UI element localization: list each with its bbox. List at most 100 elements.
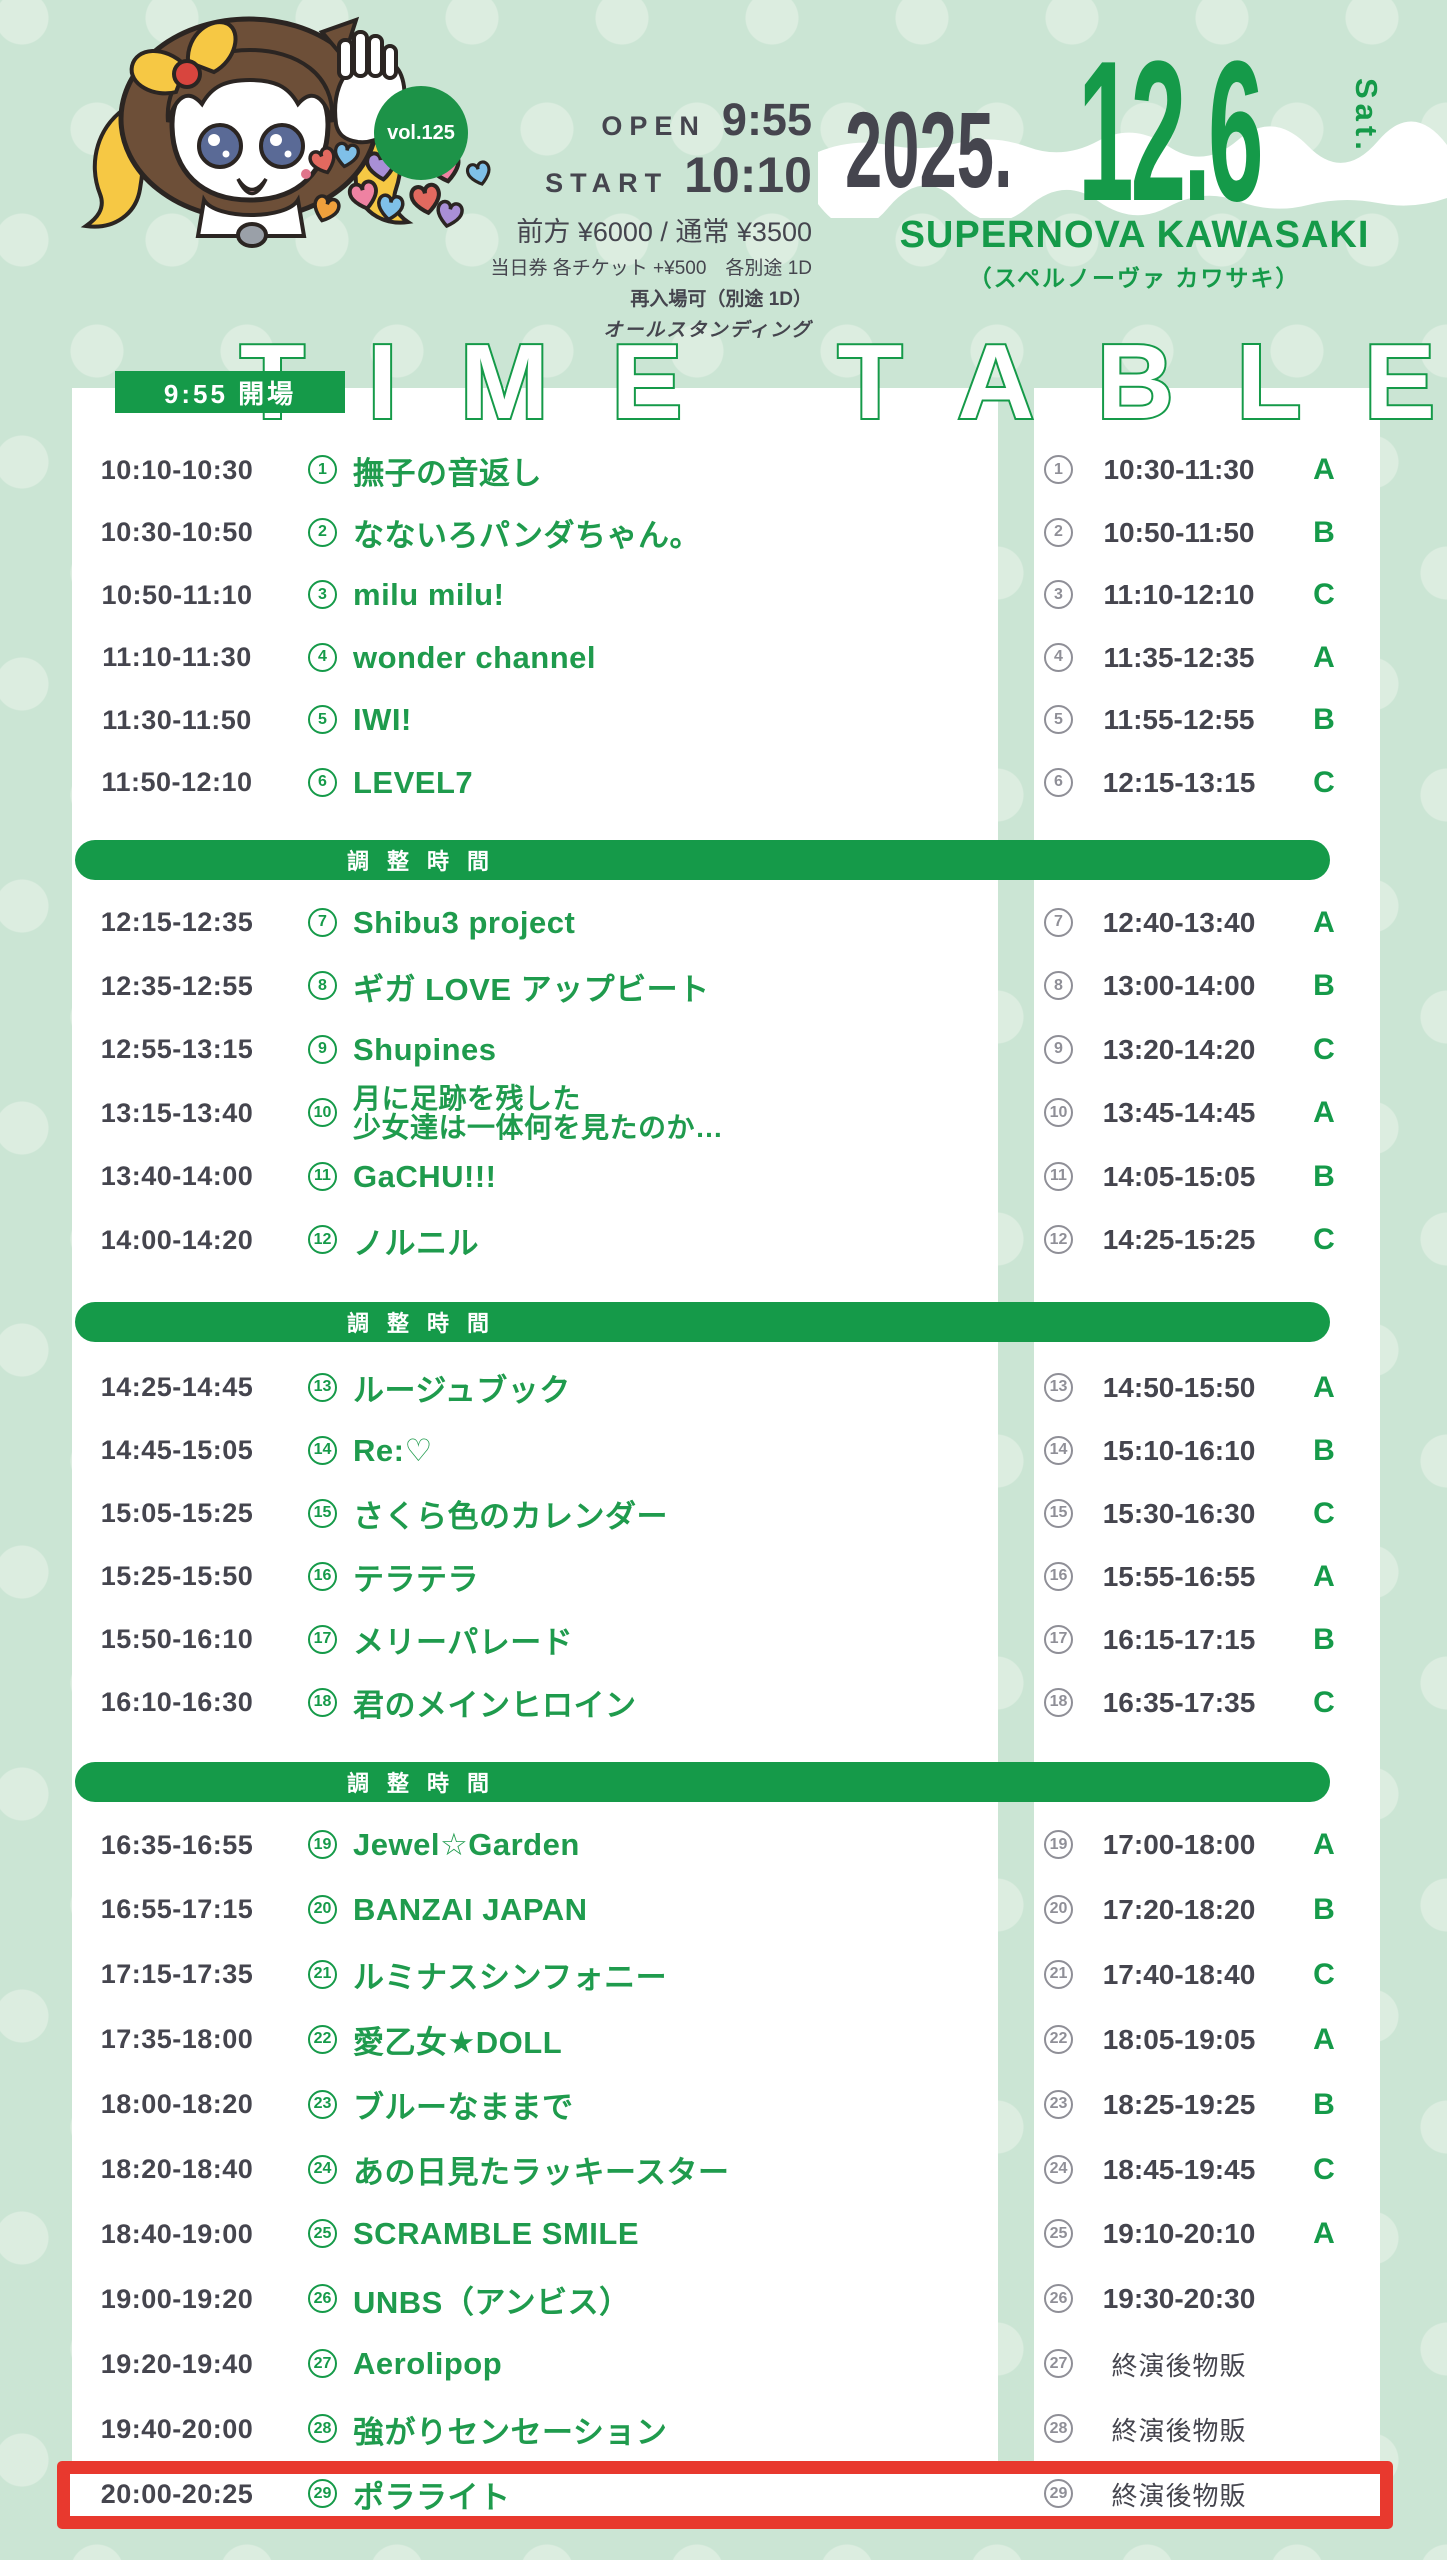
timetable-row: 12:35-12:55 8 ギガ LOVE アップビート xyxy=(72,954,998,1018)
act-number-badge: 13 xyxy=(308,1372,337,1402)
timetable-row: 15:25-15:50 16 テラテラ xyxy=(72,1545,998,1609)
act-name: wonder channel xyxy=(353,639,596,675)
timetable-row: 14:45-15:05 14 Re:♡ xyxy=(72,1419,998,1483)
timetable-row: 10:50-11:10 3 milu milu! xyxy=(72,563,998,627)
act-number-badge: 3 xyxy=(308,580,337,609)
sales-row: 19 17:00-18:00 A xyxy=(1034,1813,1380,1877)
act-name: BANZAI JAPAN xyxy=(353,1891,588,1927)
sales-number-badge: 5 xyxy=(1044,705,1073,734)
sales-time: 11:55-12:55 xyxy=(1103,704,1255,735)
timetable-row: 17:15-17:35 21 ルミナスシンフォニー xyxy=(72,1943,998,2007)
venue-block: SUPERNOVA KAWASAKI （スペルノーヴァ カワサキ） xyxy=(822,214,1447,293)
act-name: UNBS（アンビス） xyxy=(353,2284,631,2320)
act-time: 17:15-17:35 xyxy=(100,1959,254,1990)
timetable-row: 11:30-11:50 5 IWI! xyxy=(72,688,998,752)
act-number-badge: 22 xyxy=(308,2024,337,2054)
timetable-row: 19:40-20:00 28 強がりセンセーション xyxy=(72,2397,998,2461)
sales-number-badge: 8 xyxy=(1044,971,1073,1000)
act-name: Aerolipop xyxy=(353,2346,503,2382)
act-number-badge: 26 xyxy=(308,2284,337,2314)
sales-number-badge: 23 xyxy=(1044,2089,1073,2119)
act-number-badge: 24 xyxy=(308,2154,337,2184)
sales-number-badge: 14 xyxy=(1044,1435,1073,1465)
sales-group: B xyxy=(1313,703,1335,736)
standing-note: オールスタンディング xyxy=(603,320,812,341)
timetable-row: 19:20-19:40 27 Aerolipop xyxy=(72,2332,998,2396)
sales-row: 10 13:45-14:45 A xyxy=(1034,1081,1380,1145)
timetable-row: 15:05-15:25 15 さくら色のカレンダー xyxy=(72,1482,998,1546)
sales-number-badge: 28 xyxy=(1044,2414,1073,2444)
sales-time: 17:20-18:20 xyxy=(1102,1893,1256,1925)
timetable-panel xyxy=(72,388,998,2528)
act-time: 14:45-15:05 xyxy=(100,1435,254,1465)
act-name: メリーパレード xyxy=(353,1625,574,1660)
event-date: 12.6 xyxy=(1078,20,1264,243)
act-number-badge: 14 xyxy=(308,1435,337,1465)
act-number-badge: 11 xyxy=(308,1161,337,1191)
act-time: 15:05-15:25 xyxy=(100,1498,254,1528)
sales-group: A xyxy=(1313,905,1335,939)
sales-number-badge: 4 xyxy=(1044,642,1073,672)
sales-group: B xyxy=(1313,1892,1335,1926)
start-label: START xyxy=(545,168,669,198)
sales-row: 4 11:35-12:35 A xyxy=(1034,626,1380,690)
sales-number-badge: 17 xyxy=(1044,1624,1073,1654)
sales-number-badge: 26 xyxy=(1044,2284,1073,2314)
act-time: 20:00-20:25 xyxy=(100,2478,254,2509)
act-time: 16:55-17:15 xyxy=(100,1894,254,1925)
same-day-ticket-note: 当日券 各チケット +¥500 各別途 1D xyxy=(490,258,813,279)
sales-group xyxy=(1302,2332,1346,2396)
act-number-badge: 29 xyxy=(308,2479,337,2508)
timetable-row: 12:15-12:35 7 Shibu3 project xyxy=(72,891,998,955)
venue-kana: （スペルノーヴァ カワサキ） xyxy=(968,265,1301,291)
sales-group: A xyxy=(1313,1828,1335,1861)
sales-number-badge: 18 xyxy=(1044,1687,1073,1717)
sales-row: 22 18:05-19:05 A xyxy=(1034,2008,1380,2072)
sales-group: B xyxy=(1313,969,1335,1002)
sales-row: 20 17:20-18:20 B xyxy=(1034,1878,1380,1942)
adjustment-time-label: 調整時間 xyxy=(347,1311,508,1336)
timetable-row: 20:00-20:25 29 ポラライト xyxy=(72,2462,998,2526)
adjustment-time-label: 調整時間 xyxy=(347,1771,508,1796)
sales-number-badge: 24 xyxy=(1044,2154,1073,2184)
act-name: milu milu! xyxy=(353,577,505,612)
act-time: 18:00-18:20 xyxy=(100,2089,254,2120)
open-time: 9:55 xyxy=(721,94,812,145)
date-banner-ribbon xyxy=(818,121,1447,218)
adjustment-time-bar: 調整時間 xyxy=(75,1762,1330,1802)
act-number-badge: 18 xyxy=(308,1687,337,1717)
timetable-row: 13:40-14:00 11 GaCHU!!! xyxy=(72,1145,998,1209)
sales-group: B xyxy=(1313,1622,1335,1656)
act-number-badge: 19 xyxy=(308,1830,337,1859)
act-number-badge: 4 xyxy=(308,642,337,672)
act-time: 18:20-18:40 xyxy=(100,2154,254,2184)
sales-group xyxy=(1302,2267,1346,2331)
act-time: 12:55-13:15 xyxy=(100,1034,254,1064)
act-time: 10:30-10:50 xyxy=(100,517,254,547)
sales-row: 5 11:55-12:55 B xyxy=(1034,688,1380,752)
timetable-row: 11:50-12:10 6 LEVEL7 xyxy=(72,751,998,815)
sales-group: C xyxy=(1313,1032,1335,1066)
act-number-badge: 15 xyxy=(308,1498,337,1528)
sales-group xyxy=(1302,2462,1346,2526)
sales-panel xyxy=(1034,388,1380,2528)
sales-number-badge: 29 xyxy=(1044,2479,1073,2508)
sales-time: 13:45-14:45 xyxy=(1102,1097,1256,1128)
act-time: 15:25-15:50 xyxy=(100,1561,254,1591)
timetable-row: 14:00-14:20 12 ノルニル xyxy=(72,1208,998,1272)
sales-group: C xyxy=(1313,2152,1335,2186)
sales-number-badge: 6 xyxy=(1044,767,1073,797)
act-number-badge: 2 xyxy=(308,517,337,547)
sales-row: 15 15:30-16:30 C xyxy=(1034,1482,1380,1546)
sales-number-badge: 27 xyxy=(1044,2349,1073,2379)
sales-group: B xyxy=(1313,1433,1335,1467)
act-name: ギガ LOVE アップビート xyxy=(353,971,710,1007)
sales-time: 15:30-16:30 xyxy=(1102,1497,1256,1529)
act-time: 12:35-12:55 xyxy=(100,970,254,1001)
timetable-row: 11:10-11:30 4 wonder channel xyxy=(72,626,998,690)
act-number-badge: 25 xyxy=(308,2219,337,2249)
act-time: 19:00-19:20 xyxy=(100,2283,254,2314)
sales-number-badge: 15 xyxy=(1044,1498,1073,1528)
act-name: Re:♡ xyxy=(353,1432,433,1468)
sales-row: 2 10:50-11:50 B xyxy=(1034,501,1380,565)
